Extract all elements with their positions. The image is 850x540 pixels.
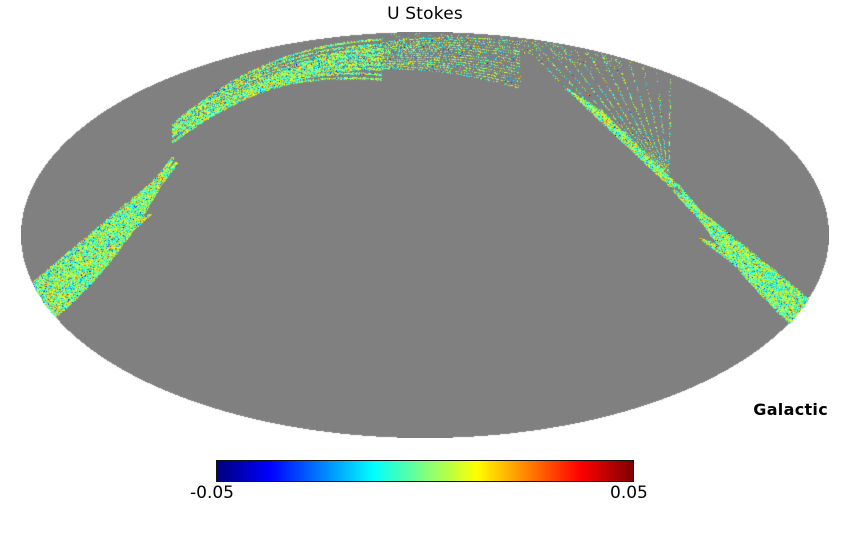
mollweide-projection: [21, 32, 829, 438]
colorbar: -0.05 0.05: [190, 460, 648, 506]
colorbar-min-label: -0.05: [190, 483, 234, 503]
colorbar-gradient: [216, 460, 634, 482]
page-title: U Stokes: [387, 4, 463, 24]
colorbar-max-label: 0.05: [610, 483, 648, 503]
sky-map-canvas: [21, 32, 829, 438]
coordinate-system-label: Galactic: [753, 400, 828, 419]
